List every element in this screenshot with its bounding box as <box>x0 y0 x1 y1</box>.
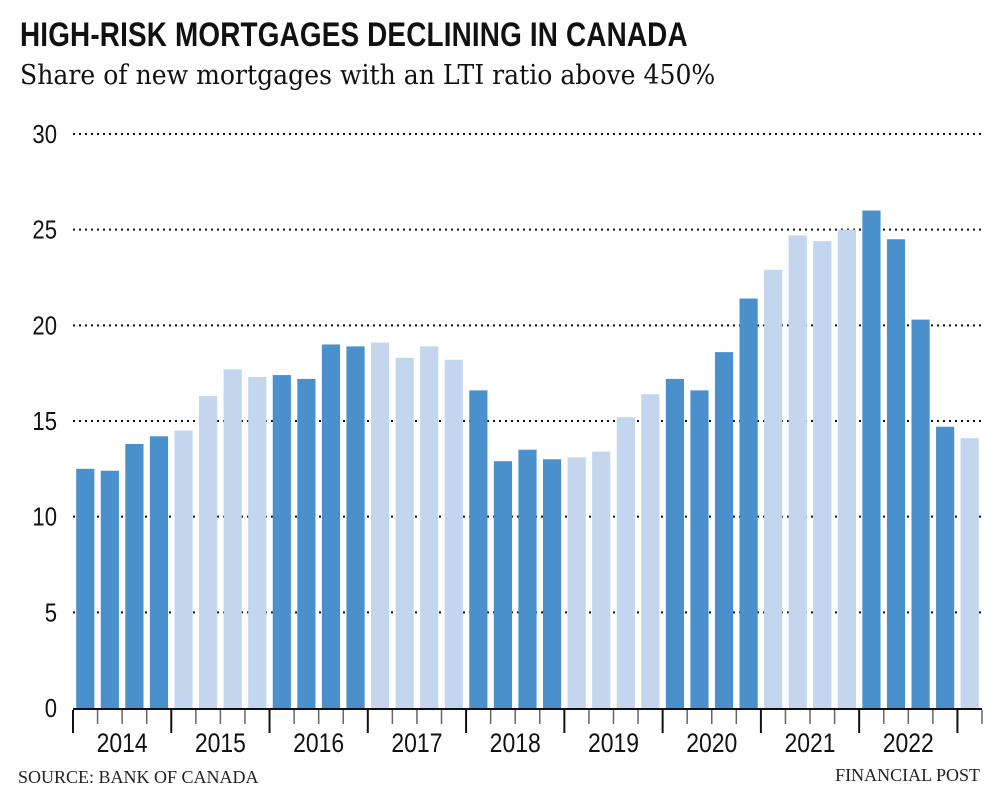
bar <box>714 352 734 708</box>
x-tick-label: 2016 <box>293 728 344 758</box>
bar <box>199 396 218 708</box>
x-tick-label: 2018 <box>490 728 541 758</box>
bar <box>690 390 709 708</box>
x-tick-label: 2015 <box>195 728 246 758</box>
publisher-credit: FINANCIAL POST <box>835 765 980 785</box>
bar <box>813 241 832 708</box>
y-tick-label: 30 <box>32 120 57 149</box>
chart-title: HIGH-RISK MORTGAGES DECLINING IN CANADA <box>20 16 688 54</box>
bar <box>297 378 316 708</box>
bar <box>420 346 439 708</box>
bar <box>100 470 119 708</box>
bar <box>936 426 955 708</box>
y-tick-label: 0 <box>45 694 57 723</box>
bar <box>518 449 537 708</box>
bar <box>567 457 586 708</box>
x-tick-label: 2017 <box>391 728 442 758</box>
bar <box>960 438 979 708</box>
x-tick-label: 2014 <box>97 728 148 758</box>
y-tick-label: 20 <box>32 312 57 341</box>
bar <box>174 430 193 708</box>
bar <box>911 319 930 708</box>
bar <box>125 443 144 708</box>
bar <box>592 451 611 708</box>
bar <box>542 459 562 708</box>
bar <box>469 390 488 708</box>
x-tick-label: 2022 <box>883 728 934 758</box>
bar <box>616 417 635 708</box>
bar <box>223 369 242 708</box>
bar <box>149 436 169 708</box>
bar <box>321 344 341 708</box>
x-tick-label: 2020 <box>686 728 737 758</box>
bar <box>837 229 856 708</box>
y-tick-label: 5 <box>45 599 57 628</box>
bar <box>764 269 783 708</box>
source-note: SOURCE: BANK OF CANADA <box>18 767 259 787</box>
x-tick-label: 2019 <box>588 728 639 758</box>
bar <box>739 298 758 708</box>
x-tick-label: 2021 <box>785 728 836 758</box>
y-tick-label: 25 <box>32 216 57 245</box>
bar <box>665 378 684 708</box>
bar <box>493 461 513 708</box>
bar <box>862 210 881 709</box>
bar <box>788 235 807 708</box>
bar <box>444 359 463 708</box>
bar <box>641 394 660 708</box>
bar <box>395 357 414 708</box>
bar <box>371 342 390 708</box>
y-tick-label: 15 <box>32 407 57 436</box>
bar <box>76 468 95 708</box>
y-tick-label: 10 <box>32 503 57 532</box>
bar <box>886 239 906 708</box>
bar <box>248 376 267 708</box>
bar <box>346 346 365 708</box>
chart-subtitle: Share of new mortgages with an LTI ratio… <box>20 60 716 91</box>
bar <box>272 375 291 708</box>
